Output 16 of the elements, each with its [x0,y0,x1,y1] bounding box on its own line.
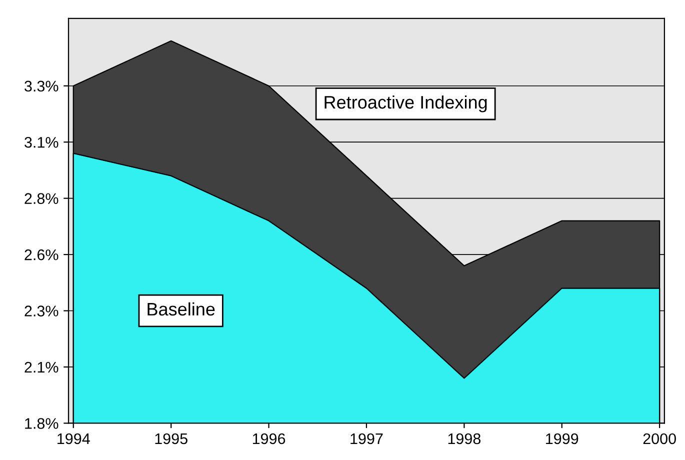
x-tick-label: 1997 [350,433,383,444]
x-tick-label: 1998 [448,433,481,444]
x-tick-label: 1996 [252,433,286,444]
y-tick-label: 2.6% [24,249,58,260]
y-tick-label: 2.1% [24,362,58,373]
x-tick-label: 1994 [58,433,90,444]
x-tick-label: 1999 [546,433,578,444]
x-tick-label: 1995 [155,433,188,444]
y-tick-label: 3.3% [24,80,58,92]
series-label: Retroactive Indexing [324,95,487,112]
y-tick-label: 1.8% [25,418,58,429]
series-label: Baseline [148,302,215,316]
y-tick-label: 2.8% [24,193,58,204]
y-tick-label: 2.3% [24,306,58,316]
x-tick-label: 2000 [643,433,676,444]
y-tick-label: 3.1% [24,136,58,148]
